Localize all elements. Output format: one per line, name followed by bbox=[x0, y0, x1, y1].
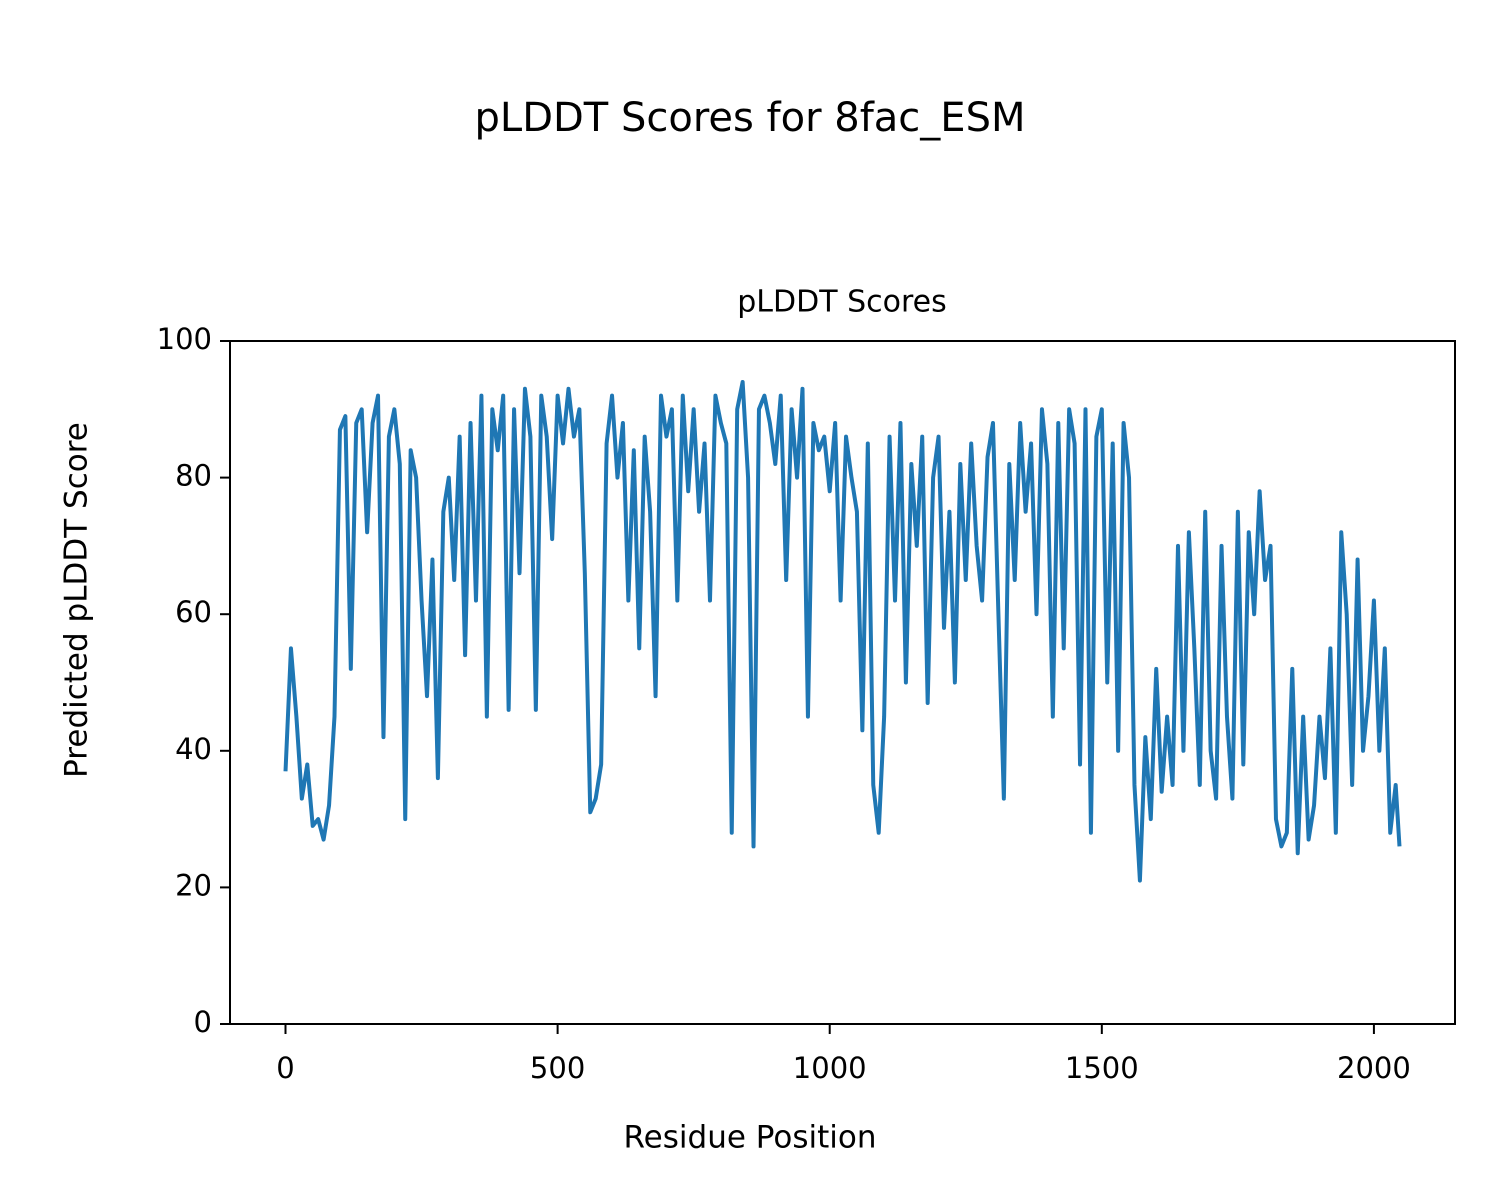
x-tick-label: 2000 bbox=[1337, 1051, 1411, 1085]
y-tick-label: 20 bbox=[175, 868, 212, 902]
data-line bbox=[283, 379, 1402, 883]
x-tick-label: 0 bbox=[276, 1051, 294, 1085]
x-tick-label: 1000 bbox=[793, 1051, 867, 1085]
y-tick-label: 0 bbox=[194, 1005, 212, 1039]
x-tick-label: 500 bbox=[530, 1051, 585, 1085]
x-tick-label: 1500 bbox=[1065, 1051, 1139, 1085]
y-tick-label: 80 bbox=[175, 459, 212, 493]
y-tick-label: 40 bbox=[175, 732, 212, 766]
suptitle: pLDDT Scores for 8fac_ESM bbox=[475, 95, 1026, 141]
x-axis-label: Residue Position bbox=[624, 1120, 877, 1156]
y-tick-label: 60 bbox=[175, 595, 212, 629]
plot-frame bbox=[229, 340, 1456, 1025]
y-tick-label: 100 bbox=[157, 322, 212, 356]
chart-title: pLDDT Scores bbox=[737, 285, 946, 320]
y-axis-label: Predicted pLDDT Score bbox=[59, 422, 95, 778]
